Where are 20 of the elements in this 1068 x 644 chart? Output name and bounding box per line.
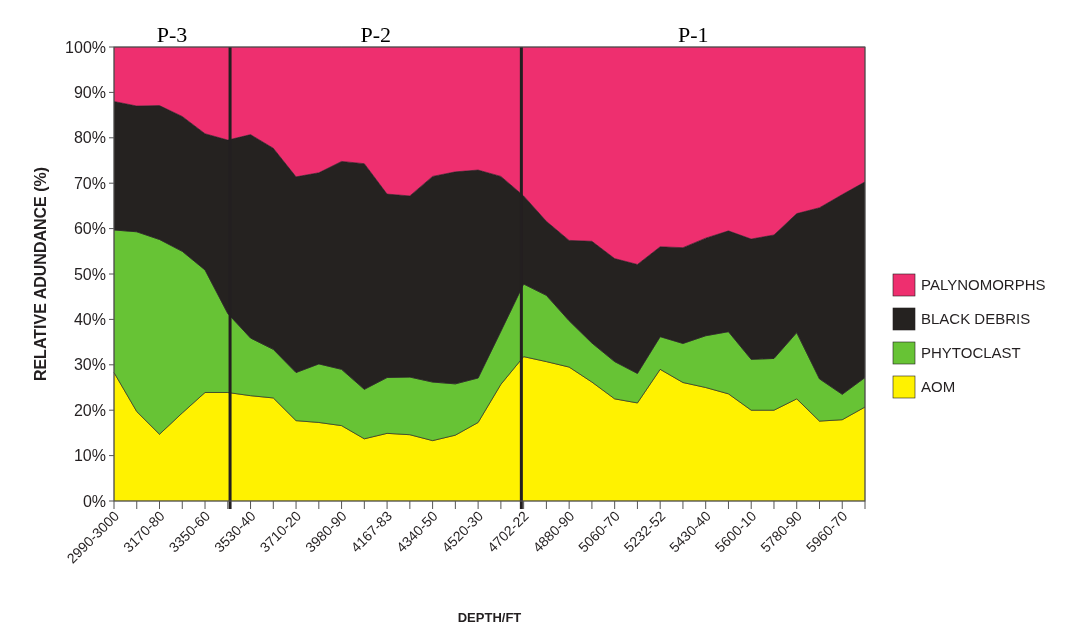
y-tick-label: 100% (65, 38, 106, 56)
y-tick-label: 10% (73, 447, 106, 465)
y-tick-label: 20% (73, 401, 106, 419)
y-tick-label: 80% (73, 129, 106, 147)
y-tick-label: 90% (73, 84, 106, 101)
legend-label: BLACK DEBRIS (921, 310, 1031, 328)
legend-label: PALYNOMORPHS (921, 276, 1046, 294)
y-axis-title: RELATIVE ADUNDANCE (%) (32, 166, 49, 382)
annotation: P-3 (156, 22, 188, 47)
legend-label: PHYTOCLAST (921, 344, 1021, 362)
x-axis-title: DEPTH/FT (457, 610, 522, 625)
y-tick-label: 50% (73, 265, 106, 283)
y-tick-label: 60% (73, 220, 106, 238)
y-tick-label: 40% (73, 311, 106, 328)
y-tick-label: 70% (73, 174, 106, 192)
y-tick-label: 30% (73, 356, 106, 374)
annotation: P-2 (360, 22, 391, 47)
legend-label: AOM (921, 378, 956, 396)
y-tick-label: 0% (82, 492, 106, 510)
annotation: P-1 (677, 22, 709, 47)
